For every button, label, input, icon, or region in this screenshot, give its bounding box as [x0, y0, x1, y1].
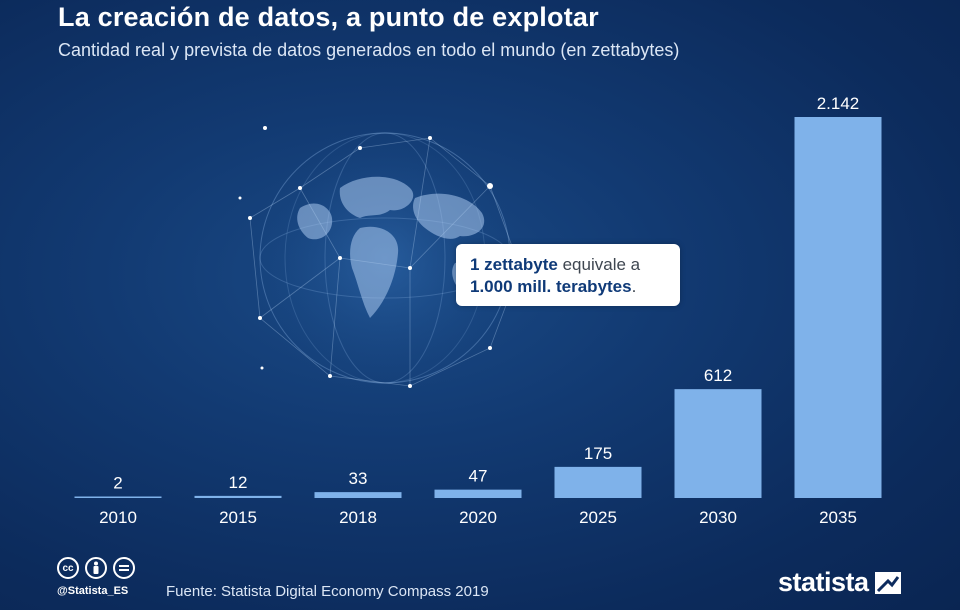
- value-label-2025: 175: [584, 444, 612, 463]
- value-label-2035: 2.142: [817, 94, 860, 113]
- globe-network-illustration: [238, 123, 522, 393]
- bar-2015: [194, 495, 282, 498]
- x-tick-2010: 2010: [99, 508, 137, 527]
- x-tick-2018: 2018: [339, 508, 377, 527]
- x-tick-2020: 2020: [459, 508, 497, 527]
- bar-2030: [674, 389, 762, 498]
- social-handle[interactable]: @Statista_ES: [57, 585, 129, 597]
- x-tick-2030: 2030: [699, 508, 737, 527]
- cc-icon[interactable]: cc: [57, 557, 79, 579]
- callout-text-1: equivale a: [557, 255, 641, 274]
- bottom-strip: [0, 610, 960, 613]
- x-tick-2025: 2025: [579, 508, 617, 527]
- bar-2018: [314, 492, 402, 498]
- callout-bold-2: 1.000 mill. terabytes: [470, 277, 632, 296]
- bar-2035: [794, 117, 882, 498]
- source-note: Fuente: Statista Digital Economy Compass…: [166, 583, 489, 600]
- by-icon[interactable]: [85, 557, 107, 579]
- chart-title: La creación de datos, a punto de explota…: [58, 2, 599, 32]
- bar-2020: [434, 489, 522, 498]
- statista-logo[interactable]: statista: [778, 567, 901, 598]
- value-label-2015: 12: [229, 473, 248, 492]
- nd-icon[interactable]: [113, 557, 135, 579]
- value-label-2010: 2: [113, 474, 122, 493]
- value-label-2018: 33: [349, 469, 368, 488]
- statista-mark-icon: [874, 571, 901, 594]
- x-tick-2035: 2035: [819, 508, 857, 527]
- callout-text-2: .: [631, 277, 637, 296]
- value-label-2030: 612: [704, 366, 732, 385]
- x-tick-2015: 2015: [219, 508, 257, 527]
- value-label-2020: 47: [469, 467, 488, 486]
- callout-bold-1: 1 zettabyte: [470, 255, 558, 274]
- bar-2010: [74, 496, 162, 498]
- chart-subtitle: Cantidad real y prevista de datos genera…: [58, 40, 680, 60]
- bar-2025: [554, 466, 642, 498]
- zettabyte-callout: 1 zettabyte equivale a 1.000 mill. terab…: [456, 244, 680, 306]
- license-icons: cc: [57, 557, 135, 579]
- brand-name: statista: [778, 567, 869, 597]
